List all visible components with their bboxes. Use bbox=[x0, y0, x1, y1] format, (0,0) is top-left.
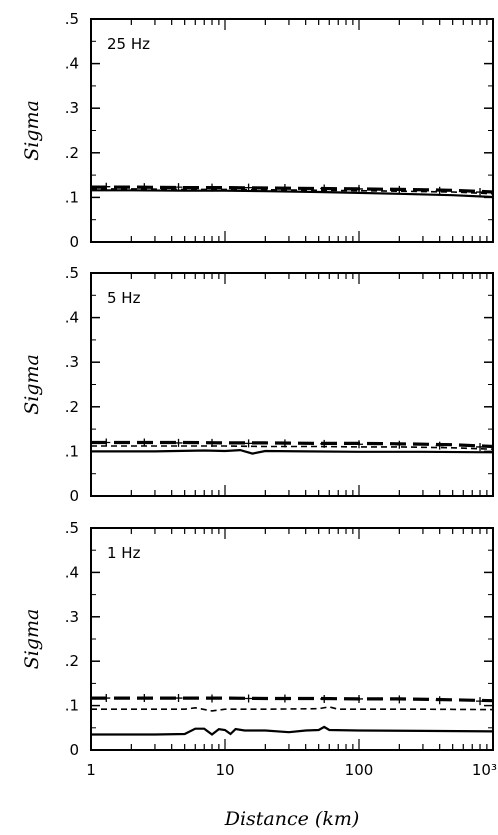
y-tick-label: .2 bbox=[65, 652, 79, 670]
plus-marker bbox=[102, 694, 111, 703]
plus-marker bbox=[140, 183, 149, 192]
plus-marker bbox=[280, 694, 289, 703]
series-line-solid bbox=[91, 189, 494, 199]
y-tick-label: 0 bbox=[69, 233, 79, 251]
y-tick-label: .2 bbox=[65, 144, 79, 162]
plus-marker bbox=[102, 182, 111, 191]
plot-frame bbox=[90, 18, 494, 243]
plus-marker bbox=[435, 186, 444, 195]
plus-marker bbox=[174, 183, 183, 192]
y-tick-label: .4 bbox=[65, 55, 79, 73]
y-tick-label: .4 bbox=[65, 563, 79, 581]
plus-marker bbox=[208, 694, 217, 703]
y-tick-label: 0 bbox=[69, 741, 79, 759]
x-tick-label: 100 bbox=[345, 761, 374, 779]
y-tick-label: .5 bbox=[65, 10, 79, 28]
y-tick-label: .3 bbox=[65, 353, 79, 371]
plus-marker bbox=[395, 695, 404, 704]
plus-marker bbox=[280, 184, 289, 193]
plus-marker bbox=[320, 694, 329, 703]
series-line-solid bbox=[91, 725, 494, 736]
y-tick-label: .3 bbox=[65, 608, 79, 626]
y-tick-label: .1 bbox=[65, 442, 79, 460]
x-tick-label: 10³ bbox=[472, 761, 497, 779]
plus-marker bbox=[174, 438, 183, 447]
y-tick-label: .1 bbox=[65, 188, 79, 206]
plus-marker bbox=[244, 183, 253, 192]
x-tick-label: 1 bbox=[86, 761, 96, 779]
y-axis-title: Sigma bbox=[21, 354, 43, 415]
plus-marker bbox=[435, 441, 444, 450]
series-line-long-dash bbox=[91, 440, 494, 449]
y-axis-title: Sigma bbox=[21, 609, 43, 670]
series-line-long-dash bbox=[91, 696, 494, 703]
y-tick-label: 0 bbox=[69, 487, 79, 505]
y-axis-title: Sigma bbox=[21, 100, 43, 161]
plus-marker bbox=[476, 442, 485, 451]
plus-marker bbox=[320, 439, 329, 448]
plus-marker bbox=[395, 440, 404, 449]
series-line-dashed bbox=[91, 445, 494, 450]
plus-marker bbox=[102, 438, 111, 447]
series-line-solid bbox=[91, 448, 494, 455]
panel-frequency-label: 5 Hz bbox=[107, 289, 141, 307]
chart-panel-1: 0 .1 .2 .3 .4 .5 Sigma 5 Hz bbox=[21, 264, 494, 505]
plus-marker bbox=[355, 184, 363, 193]
plus-marker bbox=[476, 697, 485, 706]
plus-marker bbox=[208, 438, 217, 447]
panel-frequency-label: 1 Hz bbox=[107, 544, 141, 562]
y-tick-label: .5 bbox=[65, 264, 79, 282]
y-tick-label: .1 bbox=[65, 697, 79, 715]
plus-marker bbox=[476, 188, 485, 197]
series-line-long-dash bbox=[91, 185, 494, 194]
plot-frame bbox=[90, 527, 494, 751]
chart-panel-2: 0 .1 .2 .3 .4 .5 1 10 100 10³ Sigma 1 Hz Distance (k… bbox=[21, 519, 497, 830]
plus-marker bbox=[244, 694, 253, 703]
y-tick-label: .3 bbox=[65, 99, 79, 117]
series-line-dashed bbox=[91, 188, 494, 195]
x-axis-title: Distance (km) bbox=[224, 808, 360, 830]
plus-marker bbox=[140, 438, 149, 447]
panel-frequency-label: 25 Hz bbox=[107, 35, 150, 53]
plus-marker bbox=[355, 694, 363, 703]
plus-marker bbox=[435, 696, 444, 705]
plus-marker bbox=[355, 440, 363, 449]
chart-panel-0: 0 .1 .2 .3 .4 .5 Sigma 25 Hz bbox=[21, 10, 494, 251]
plus-marker bbox=[280, 439, 289, 448]
plus-marker bbox=[208, 183, 217, 192]
plot-frame bbox=[90, 272, 494, 497]
y-tick-label: .4 bbox=[65, 309, 79, 327]
y-tick-label: .2 bbox=[65, 398, 79, 416]
plus-marker bbox=[244, 439, 253, 448]
plus-marker bbox=[320, 184, 329, 193]
y-tick-label: .5 bbox=[65, 519, 79, 537]
plus-marker bbox=[140, 694, 149, 703]
plus-marker bbox=[174, 694, 183, 703]
plus-marker bbox=[395, 185, 404, 194]
series-line-dashed bbox=[91, 706, 494, 712]
x-tick-label: 10 bbox=[215, 761, 234, 779]
